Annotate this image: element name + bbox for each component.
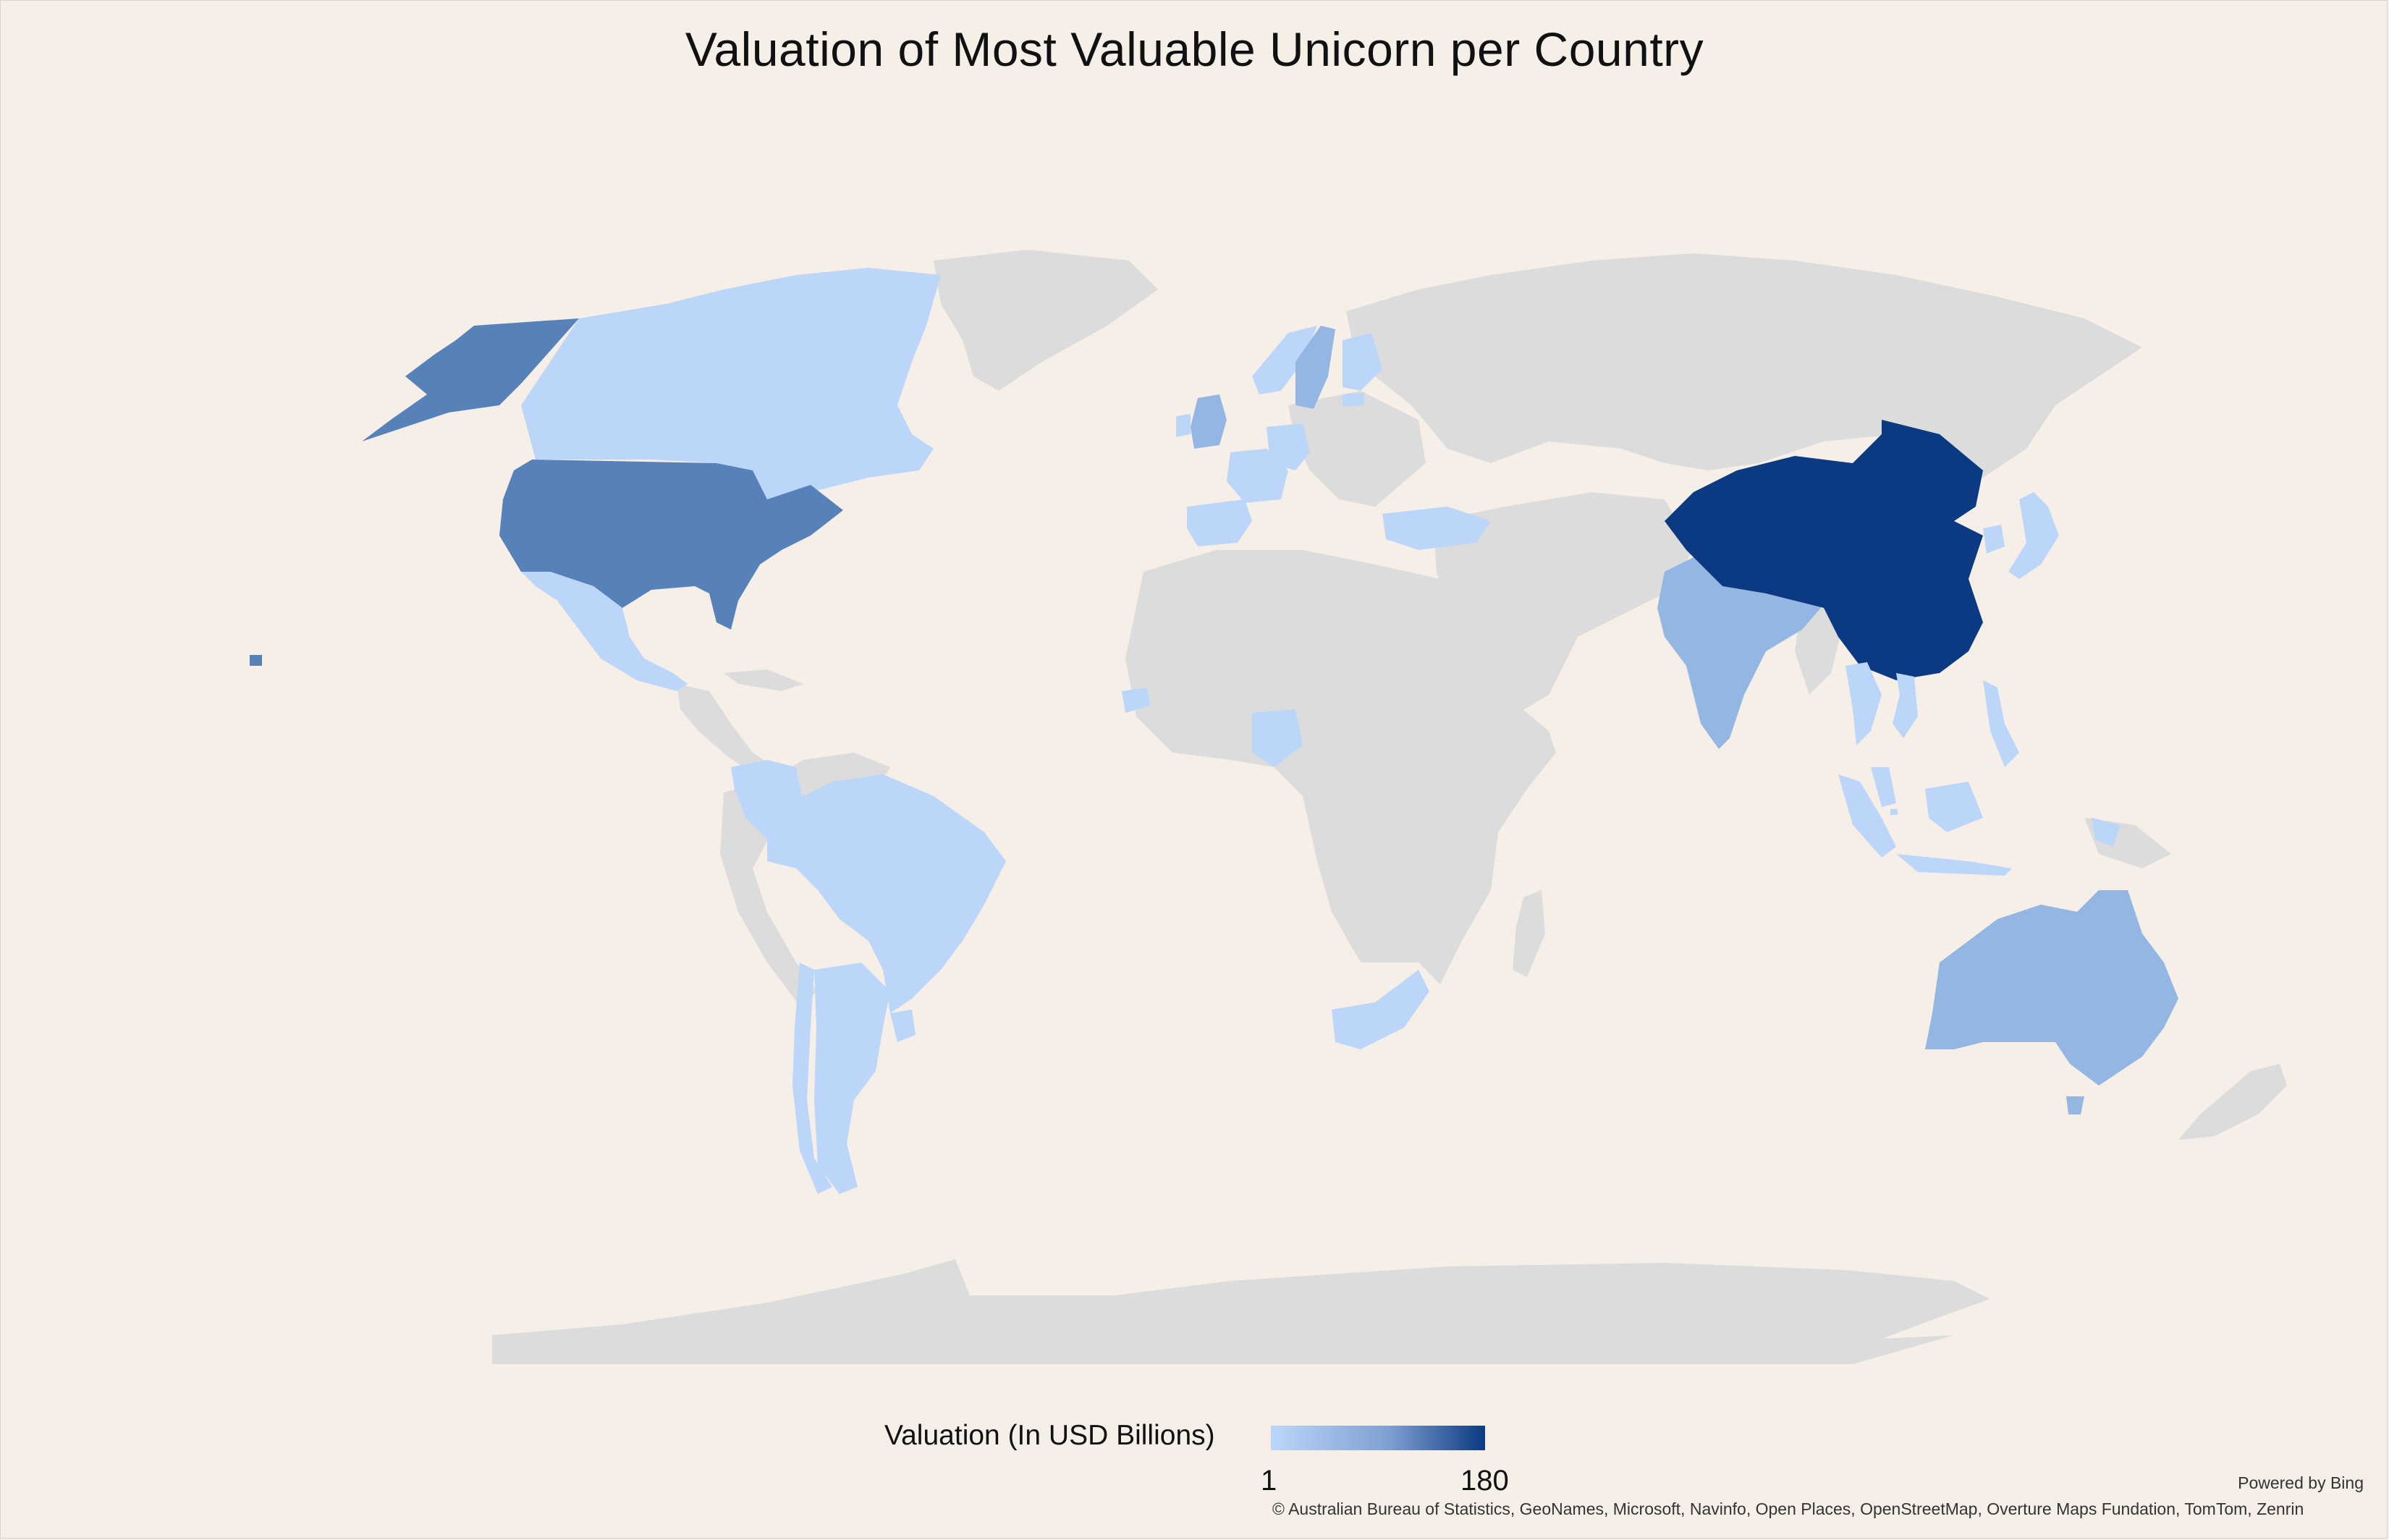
map-region-chile (792, 962, 832, 1194)
map-region-canada (521, 268, 941, 499)
data-countries (250, 268, 2178, 1194)
legend-max-value: 180 (1460, 1465, 1509, 1497)
map-region-nigeria (1252, 709, 1303, 767)
map-region-south-korea (1983, 525, 2005, 554)
map-region-brazil (767, 774, 1006, 1013)
map-region-greenland (934, 250, 1158, 391)
map-region-uruguay (890, 1010, 916, 1042)
map-region-africa (1125, 550, 1556, 984)
map-region-germany (1267, 423, 1310, 470)
map-region-vietnam (1893, 673, 1918, 738)
map-region-eastern-europe (1288, 391, 1426, 507)
legend-min-value: 1 (1261, 1465, 1277, 1497)
map-region-mexico (521, 572, 688, 691)
map-region-ireland (1176, 414, 1191, 437)
map-region-central-america (677, 684, 774, 778)
map-region-sweden (1295, 326, 1335, 409)
map-region-thailand (1845, 662, 1882, 745)
chart-title: Valuation of Most Valuable Unicorn per C… (685, 22, 1704, 76)
powered-by-label: Powered by Bing (2238, 1473, 2364, 1492)
no-data-land (492, 250, 2287, 1364)
map-region-india (1657, 557, 1824, 749)
map-region-spain (1187, 499, 1252, 546)
map-region-australia (1925, 890, 2178, 1086)
map-region-madagascar (1513, 890, 1545, 977)
map-region-japan (2008, 492, 2059, 579)
map-region-argentina (814, 962, 890, 1194)
map-region-south-africa (1332, 970, 1429, 1049)
map-region-norway (1252, 326, 1317, 394)
map-region-finland (1343, 333, 1382, 391)
map-region-hong-kong (1911, 662, 1921, 673)
map-region-estonia (1343, 393, 1364, 407)
map-region-hawaii (250, 655, 262, 666)
map-attribution: © Australian Bureau of Statistics, GeoNa… (1272, 1499, 2304, 1518)
map-region-caribbean (724, 669, 803, 691)
legend-color-scale (1271, 1426, 1485, 1450)
map-region-uk (1191, 394, 1227, 449)
map-region-usa (499, 460, 843, 630)
map-region-middle-east (1433, 492, 1694, 716)
map-region-china (1665, 420, 1983, 680)
map-region-singapore (1890, 809, 1898, 815)
map-region-russia (1346, 253, 2142, 478)
map-region-malaysia (1871, 767, 1896, 807)
map-region-philippines (1983, 680, 2019, 767)
map-region-senegal (1122, 688, 1151, 713)
map-region-new-zealand (2178, 1064, 2287, 1140)
map-region-antarctica (492, 1259, 1990, 1364)
legend-label: Valuation (In USD Billions) (884, 1420, 1215, 1451)
map-region-turkey (1382, 507, 1491, 550)
map-region-tasmania (2066, 1096, 2084, 1114)
map-region-alaska (362, 318, 579, 441)
